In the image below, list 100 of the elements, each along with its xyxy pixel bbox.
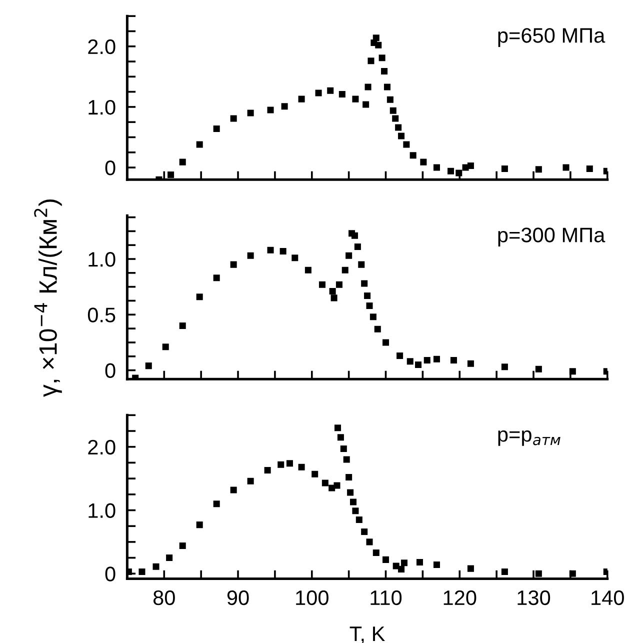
point — [247, 478, 254, 484]
x-tick-label: 100 — [296, 590, 328, 606]
point — [450, 356, 457, 364]
y-tick-label: 1.0 — [88, 100, 116, 115]
point — [230, 115, 237, 122]
point — [298, 96, 305, 102]
point — [352, 508, 359, 514]
y-tick-label: 0 — [105, 160, 116, 176]
point — [278, 461, 284, 468]
point — [342, 266, 348, 274]
point — [410, 152, 416, 159]
point — [364, 292, 371, 299]
x-tick-label: 140 — [592, 590, 624, 606]
point — [213, 500, 220, 508]
point — [343, 456, 350, 463]
y-tick-label: 0.5 — [88, 308, 116, 322]
point — [467, 360, 474, 367]
point — [569, 570, 576, 577]
point — [384, 84, 390, 90]
y-tick-label: 2.0 — [88, 440, 116, 455]
point — [281, 103, 288, 110]
point — [396, 352, 404, 360]
point — [374, 326, 381, 332]
point — [535, 166, 542, 173]
point — [501, 364, 508, 370]
point — [322, 480, 328, 486]
point — [375, 42, 382, 48]
point — [334, 482, 340, 489]
point — [292, 254, 298, 262]
point — [392, 115, 399, 122]
point — [145, 362, 152, 370]
point — [467, 162, 474, 169]
point — [501, 568, 508, 575]
point — [213, 274, 220, 282]
point — [351, 232, 358, 239]
point — [433, 356, 440, 362]
point — [361, 528, 368, 536]
point — [329, 288, 336, 295]
point — [338, 90, 346, 98]
point — [162, 344, 169, 350]
point — [456, 170, 462, 176]
annotation: p=300 МПа — [498, 228, 606, 246]
point — [368, 58, 374, 64]
point — [350, 498, 357, 506]
point — [230, 486, 237, 494]
point — [370, 314, 376, 320]
point — [424, 356, 430, 364]
point — [362, 101, 370, 108]
point — [318, 281, 326, 288]
point — [358, 261, 365, 268]
point — [400, 560, 408, 566]
point — [347, 489, 354, 496]
point — [398, 566, 405, 572]
point — [395, 124, 402, 131]
point — [196, 294, 203, 300]
point — [354, 244, 361, 250]
point — [267, 246, 274, 254]
point — [152, 563, 160, 570]
point — [166, 554, 173, 562]
point — [196, 141, 203, 148]
point — [386, 96, 394, 103]
point — [356, 516, 362, 523]
point — [535, 570, 542, 577]
point — [433, 561, 440, 568]
annotation: p=p$_{атм}$ — [498, 430, 560, 446]
x-tick-label: 80 — [153, 590, 175, 606]
point — [361, 280, 368, 287]
point — [382, 556, 390, 563]
point — [315, 90, 322, 96]
point — [501, 165, 508, 172]
point — [416, 558, 423, 566]
point — [336, 281, 342, 288]
y-tick-label: 1.0 — [88, 252, 116, 267]
point — [364, 84, 372, 90]
y-tick-label: 0 — [105, 363, 116, 378]
x-tick-label: 120 — [444, 590, 476, 606]
point — [586, 165, 593, 172]
point — [448, 168, 454, 174]
point — [196, 522, 203, 528]
point — [230, 261, 237, 268]
point — [406, 358, 414, 365]
point — [390, 107, 396, 114]
point — [346, 252, 352, 259]
point — [366, 538, 373, 546]
point — [352, 96, 359, 102]
point — [247, 252, 254, 259]
x-tick-label: 90 — [227, 590, 249, 606]
point — [280, 248, 286, 254]
point — [467, 565, 474, 572]
point — [286, 460, 293, 467]
point — [433, 164, 440, 171]
point — [298, 464, 305, 470]
x-tick-label: 110 — [370, 590, 402, 606]
point — [264, 467, 271, 474]
point — [398, 132, 405, 140]
point — [569, 368, 576, 375]
point — [372, 34, 380, 42]
point — [382, 339, 390, 346]
point — [420, 158, 427, 166]
y-tick-label: 0 — [105, 566, 116, 582]
